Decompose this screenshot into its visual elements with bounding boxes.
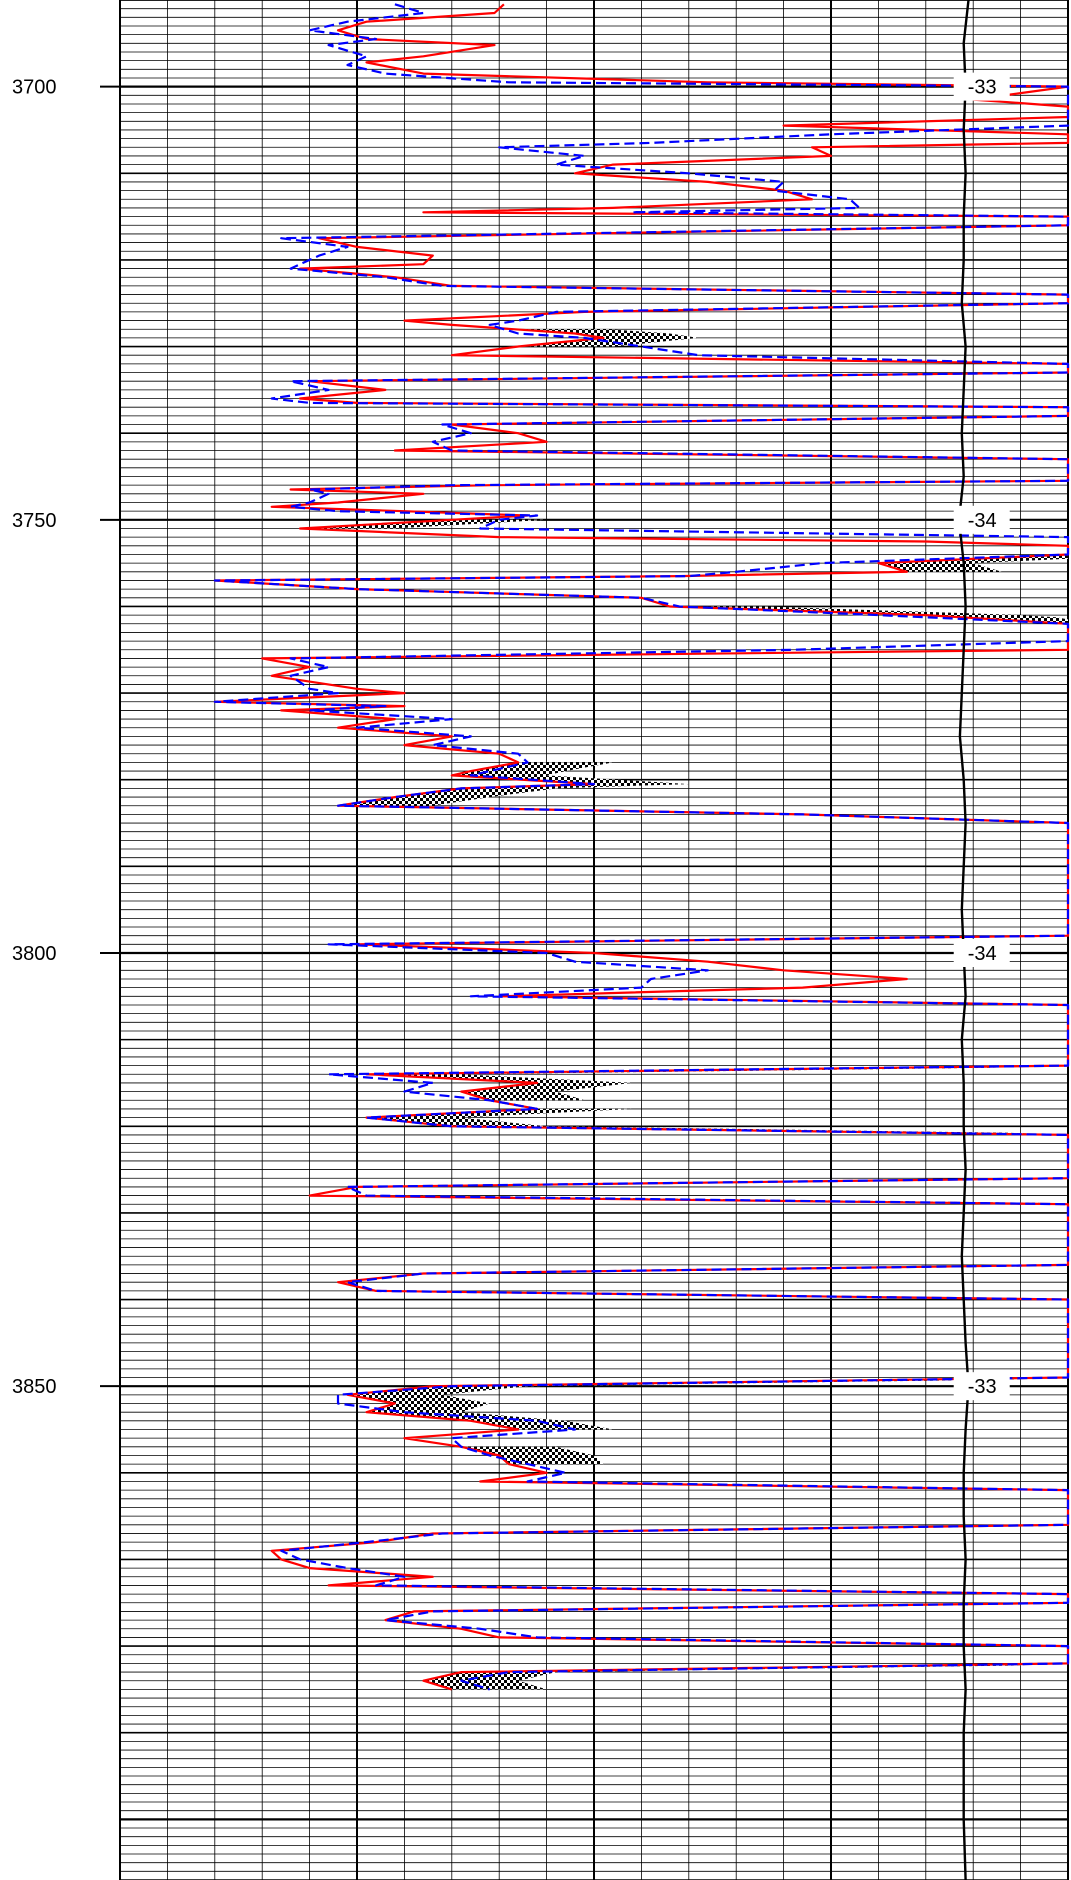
curve-dashed-blue — [213, 3, 1070, 1691]
track-label-layer: -33 -34 -34 -33 — [953, 72, 1010, 1401]
track-label-box — [953, 938, 1010, 967]
shaded-interval — [366, 1065, 1068, 1101]
shaded-interval — [338, 762, 689, 806]
track-label-box — [953, 72, 1010, 101]
shaded-interval — [300, 519, 547, 529]
depth-label: 3750 — [12, 510, 57, 532]
track-label: -33 — [968, 77, 997, 99]
depth-label: 3700 — [12, 77, 57, 99]
track-label: -34 — [968, 943, 997, 965]
shaded-interval — [669, 606, 1068, 633]
depth-label: 3850 — [12, 1376, 57, 1398]
shaded-interval — [513, 329, 699, 347]
track-label: -34 — [968, 510, 997, 532]
curve-sp-black — [957, 0, 970, 1880]
track-label-box — [953, 505, 1010, 534]
depth-axis: 3700 3750 3800 3850 — [12, 77, 120, 1398]
depth-label: 3800 — [12, 943, 57, 965]
plot-area — [213, 0, 1070, 1880]
track-label: -33 — [968, 1376, 997, 1398]
shaded-interval — [878, 554, 1068, 572]
track-label-box — [953, 1372, 1010, 1401]
shaded-interval — [461, 1446, 604, 1465]
grid — [119, 0, 1069, 1880]
